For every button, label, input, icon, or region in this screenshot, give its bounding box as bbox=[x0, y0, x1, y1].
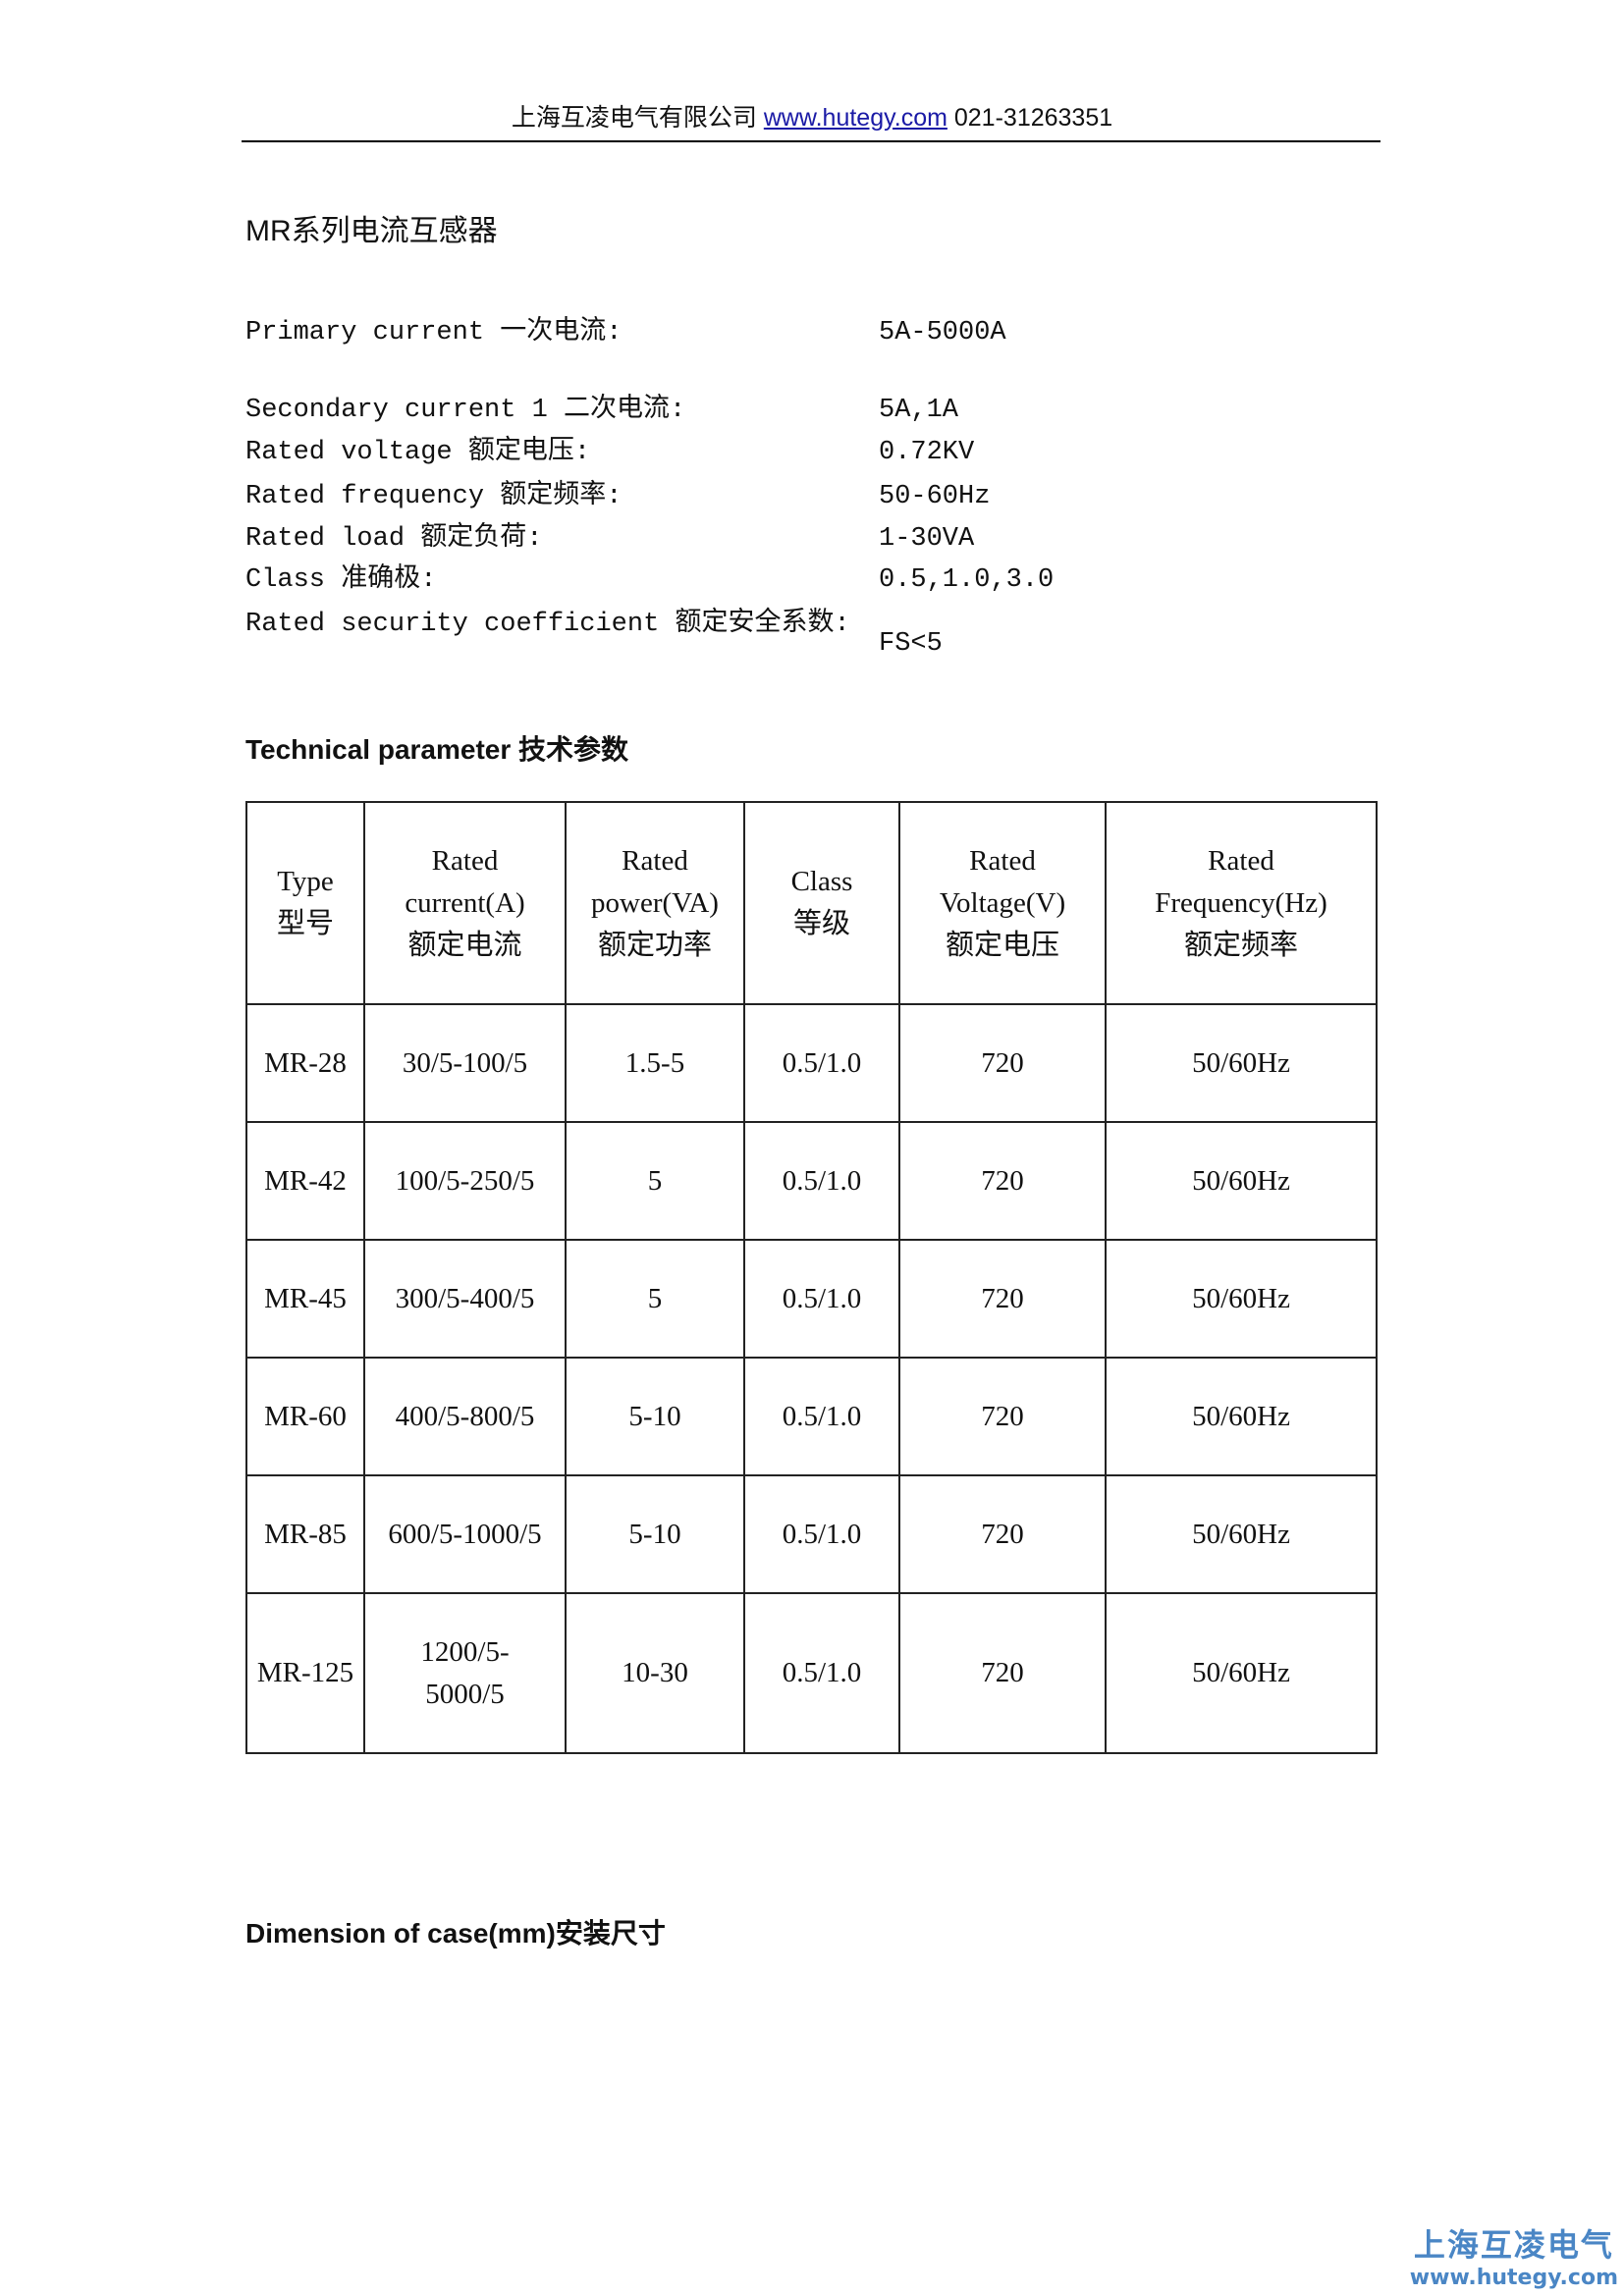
spec-value: 5A-5000A bbox=[879, 318, 1006, 347]
spec-value: 1-30VA bbox=[879, 524, 975, 554]
table-cell: MR-85 bbox=[245, 1474, 365, 1594]
header-line: 型号 bbox=[276, 908, 334, 939]
table-cell: 720 bbox=[898, 1474, 1107, 1594]
logo-url: www.hutegy.com bbox=[1409, 2266, 1618, 2290]
spec-label: Class 准确极: bbox=[245, 565, 437, 595]
company-logo: 上海互凌电气 www.hutegy.com bbox=[1410, 2220, 1618, 2290]
table-cell: 50/60Hz bbox=[1105, 1239, 1378, 1359]
header-cell: Rated current(A) 额定电流 bbox=[363, 801, 567, 1005]
header-cell: Rated power(VA) 额定功率 bbox=[565, 801, 745, 1005]
table-row: MR-85 600/5-1000/5 5-10 0.5/1.0 720 50/60Hz bbox=[245, 1474, 1378, 1594]
page-header: 上海互凌电气有限公司 www.hutegy.com 021-31263351 bbox=[0, 98, 1624, 133]
table-cell: 5-10 bbox=[565, 1474, 745, 1594]
header-line: current(A) bbox=[405, 886, 525, 919]
table-cell: MR-125 bbox=[245, 1592, 365, 1754]
table-cell: 300/5-400/5 bbox=[363, 1239, 567, 1359]
table-header-row: Type 型号 Rated current(A) 额定电流 Rated power(VA) 额… bbox=[245, 801, 1378, 1005]
tech-table: Type 型号 Rated current(A) 额定电流 Rated power(VA) 额… bbox=[245, 801, 1378, 1754]
spec-label: Secondary current 1 二次电流: bbox=[245, 396, 686, 425]
table-cell: 50/60Hz bbox=[1105, 1474, 1378, 1594]
header-cell: Class 等级 bbox=[743, 801, 900, 1005]
header-line: Rated bbox=[969, 844, 1036, 877]
table-row: MR-28 30/5-100/5 1.5-5 0.5/1.0 720 50/60Hz bbox=[245, 1003, 1378, 1123]
header-rule bbox=[242, 140, 1380, 142]
header-line: Frequency(Hz) bbox=[1155, 886, 1327, 919]
tech-heading: Technical parameter 技术参数 bbox=[245, 734, 629, 765]
table-cell: 400/5-800/5 bbox=[363, 1357, 567, 1476]
table-cell: 1200/5-5000/5 bbox=[363, 1592, 567, 1754]
logo-cn: 上海互凌电气 bbox=[1413, 2226, 1614, 2264]
table-cell: 600/5-1000/5 bbox=[363, 1474, 567, 1594]
table-cell: 5 bbox=[565, 1121, 745, 1241]
header-line: 额定频率 bbox=[1183, 929, 1298, 961]
table-cell: 720 bbox=[898, 1357, 1107, 1476]
table-cell: 720 bbox=[898, 1003, 1107, 1123]
header-line: Class bbox=[790, 866, 853, 897]
table-cell: 720 bbox=[898, 1592, 1107, 1754]
table-cell: 50/60Hz bbox=[1105, 1121, 1378, 1241]
spec-value: FS<5 bbox=[879, 629, 943, 659]
table-cell: 0.5/1.0 bbox=[743, 1003, 900, 1123]
table-cell: 30/5-100/5 bbox=[363, 1003, 567, 1123]
spec-label: Rated load 额定负荷: bbox=[245, 524, 543, 554]
header-line: 额定电压 bbox=[945, 929, 1059, 961]
phone-number: 021-31263351 bbox=[953, 104, 1113, 132]
spec-label: Primary current 一次电流: bbox=[245, 318, 623, 347]
table-cell: 50/60Hz bbox=[1105, 1592, 1378, 1754]
table-cell: 100/5-250/5 bbox=[363, 1121, 567, 1241]
table-cell: 0.5/1.0 bbox=[743, 1357, 900, 1476]
table-cell: MR-60 bbox=[245, 1357, 365, 1476]
document-title: MR系列电流互感器 bbox=[245, 215, 498, 247]
header-line: Rated bbox=[431, 844, 499, 877]
header-cell: Rated Frequency(Hz) 额定频率 bbox=[1105, 801, 1378, 1005]
header-line: Voltage(V) bbox=[939, 886, 1066, 919]
table-row: MR-42 100/5-250/5 5 0.5/1.0 720 50/60Hz bbox=[245, 1121, 1378, 1241]
header-line: power(VA) bbox=[591, 886, 719, 919]
header-line: Type bbox=[277, 866, 334, 897]
table-row: MR-125 1200/5-5000/5 10-30 0.5/1.0 720 50/60H… bbox=[245, 1592, 1378, 1754]
table-cell: 10-30 bbox=[565, 1592, 745, 1754]
table-cell: 0.5/1.0 bbox=[743, 1592, 900, 1754]
table-row: MR-45 300/5-400/5 5 0.5/1.0 720 50/60Hz bbox=[245, 1239, 1378, 1359]
spec-value: 0.72KV bbox=[879, 438, 975, 467]
table-cell: 50/60Hz bbox=[1105, 1003, 1378, 1123]
table-cell: 5-10 bbox=[565, 1357, 745, 1476]
table-cell: 720 bbox=[898, 1121, 1107, 1241]
spec-label: Rated security coefficient 额定安全系数: bbox=[245, 610, 850, 639]
table-cell: 720 bbox=[898, 1239, 1107, 1359]
header-line: 等级 bbox=[792, 908, 850, 939]
table-cell: 5 bbox=[565, 1239, 745, 1359]
spec-value: 0.5,1.0,3.0 bbox=[879, 565, 1055, 595]
website-link[interactable]: www.hutegy.com bbox=[763, 104, 947, 132]
spec-value: 5A,1A bbox=[879, 396, 959, 425]
table-row: MR-60 400/5-800/5 5-10 0.5/1.0 720 50/60Hz bbox=[245, 1357, 1378, 1476]
header-cell: Rated Voltage(V) 额定电压 bbox=[898, 801, 1107, 1005]
table-cell: 0.5/1.0 bbox=[743, 1239, 900, 1359]
company-name: 上海互凌电气有限公司 bbox=[511, 104, 757, 132]
table-cell: 0.5/1.0 bbox=[743, 1121, 900, 1241]
table-cell: 1.5-5 bbox=[565, 1003, 745, 1123]
table-cell: MR-42 bbox=[245, 1121, 365, 1241]
header-line: 额定电流 bbox=[407, 929, 522, 961]
header-line: Rated bbox=[622, 844, 688, 877]
spec-value: 50-60Hz bbox=[879, 482, 991, 511]
spec-label: Rated frequency 额定频率: bbox=[245, 482, 623, 511]
table-cell: MR-45 bbox=[245, 1239, 365, 1359]
dimension-heading: Dimension of case(mm)安装尺寸 bbox=[245, 1918, 666, 1949]
spec-label: Rated voltage 额定电压: bbox=[245, 438, 591, 467]
header-line: 额定功率 bbox=[597, 929, 712, 961]
table-cell: 0.5/1.0 bbox=[743, 1474, 900, 1594]
table-cell: MR-28 bbox=[245, 1003, 365, 1123]
table-cell: 50/60Hz bbox=[1105, 1357, 1378, 1476]
header-line: Rated bbox=[1208, 844, 1274, 877]
header-cell: Type 型号 bbox=[245, 801, 365, 1005]
